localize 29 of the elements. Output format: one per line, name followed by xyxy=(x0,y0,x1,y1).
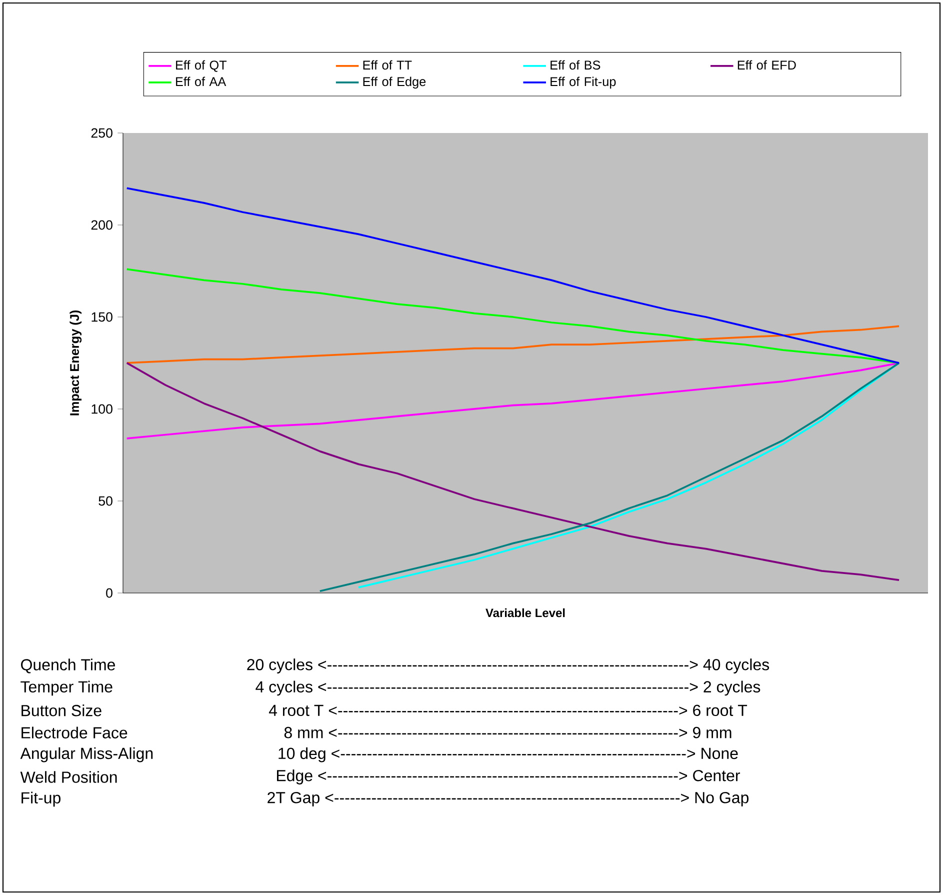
text: Weld Position xyxy=(20,771,117,783)
text: Temper Time xyxy=(20,680,112,696)
y-tick-label: 100 xyxy=(92,404,112,414)
text: 4 root T <----------------------------------------------------------------> 6 root T xyxy=(268,704,748,716)
legend-label: Eff of TT xyxy=(363,60,412,70)
text: Edge <------------------------------------------------------------------> Center xyxy=(277,770,740,784)
legend-label: Eff of AA xyxy=(176,76,226,86)
y-axis-title: Impact Energy (J) xyxy=(70,310,82,416)
x-axis-title: Variable Level xyxy=(486,608,565,618)
y-tick-label: 0 xyxy=(106,588,112,598)
legend-label: Eff of QT xyxy=(176,60,227,72)
legend-label: Eff of BS xyxy=(550,60,600,70)
text: 4 cycles <--------------------------------------------------------------------> 2 cycles xyxy=(256,680,760,696)
y-tick-label: 150 xyxy=(92,312,112,322)
text: 8 mm <----------------------------------------------------------------> 9 mm xyxy=(284,726,732,738)
text: Quench Time xyxy=(21,658,115,674)
legend-label: Eff of Fit-up xyxy=(550,76,616,89)
y-tick-label: 50 xyxy=(98,496,112,506)
text: Angular Miss-Align xyxy=(20,747,153,762)
text: Fit-up xyxy=(22,792,60,807)
y-tick-label: 200 xyxy=(91,220,112,230)
legend-label: Eff of EFD xyxy=(738,60,796,70)
text: 20 cycles <--------------------------------------------------------------------> 40 cycles xyxy=(247,658,770,674)
text: 2T Gap <-----------------------------------------------------------------> No Gap xyxy=(268,792,749,806)
text: 10 deg <-----------------------------------------------------------------> None xyxy=(278,747,738,762)
legend-label: Eff of Edge xyxy=(363,76,426,89)
text: Button Size xyxy=(22,704,102,716)
y-tick-label: 250 xyxy=(91,128,112,138)
text: Electrode Face xyxy=(22,726,128,738)
